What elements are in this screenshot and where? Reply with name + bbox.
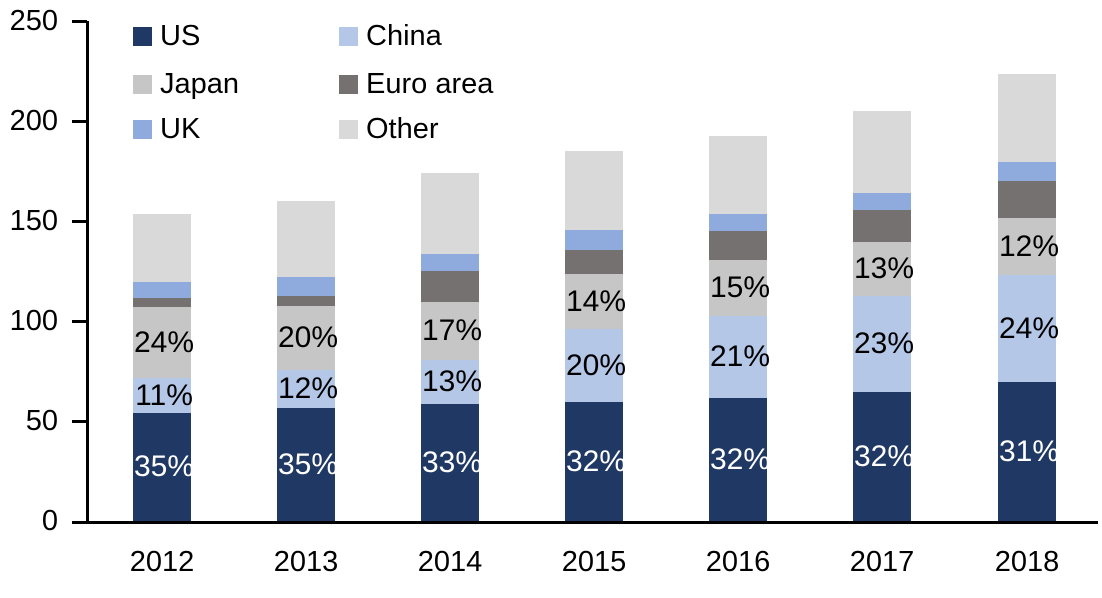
- bar-2018-label-japan: 12%: [998, 229, 1060, 263]
- x-axis-label-2014: 2014: [417, 546, 483, 578]
- y-tick-50: [72, 420, 87, 423]
- y-tick-200: [72, 120, 87, 123]
- bar-2013-segment-china: [277, 370, 335, 408]
- bar-2016-label-japan: 15%: [709, 271, 771, 304]
- legend-swatch-japan: [133, 75, 152, 94]
- legend-label-japan: Japan: [160, 68, 240, 100]
- bar-2015-segment-uk: [565, 230, 623, 250]
- bar-2017-segment-euro-area: [853, 210, 911, 242]
- bar-2018-label-us: 31%: [998, 434, 1060, 468]
- bar-2016-segment-us: [709, 398, 767, 521]
- y-axis-line: [86, 21, 89, 524]
- bar-2018-segment-china: [998, 275, 1056, 382]
- bar-2018-segment-other: [998, 74, 1056, 162]
- bar-2014-label-japan: 17%: [421, 314, 483, 347]
- bar-2012-label-japan: 24%: [133, 325, 195, 359]
- bar-2016-segment-other: [709, 136, 767, 214]
- bar-2016-segment-euro-area: [709, 231, 767, 260]
- bar-2013-segment-other: [277, 201, 335, 277]
- bar-2012-segment-other: [133, 214, 191, 282]
- legend-label-uk: UK: [160, 113, 201, 145]
- bar-2017-segment-other: [853, 111, 911, 193]
- bar-2016-segment-uk: [709, 214, 767, 231]
- bar-2013-segment-us: [277, 408, 335, 521]
- bar-2015-segment-china: [565, 329, 623, 402]
- y-tick-250: [72, 20, 87, 23]
- y-axis-label-100: 100: [9, 305, 58, 337]
- bar-2017-segment-uk: [853, 193, 911, 210]
- legend-label-euro-area: Euro area: [366, 68, 494, 100]
- legend-label-china: China: [366, 20, 442, 52]
- legend-swatch-euro-area: [339, 75, 358, 94]
- bar-2015-label-us: 32%: [565, 444, 627, 478]
- x-axis-label-2012: 2012: [129, 546, 195, 578]
- y-axis-label-0: 0: [41, 505, 58, 537]
- bar-2015-label-japan: 14%: [565, 284, 627, 318]
- bar-2017-segment-us: [853, 392, 911, 521]
- x-axis-label-2017: 2017: [849, 546, 915, 578]
- legend-label-other: Other: [366, 113, 439, 145]
- bar-2014-segment-us: [421, 404, 479, 521]
- y-axis-label-50: 50: [25, 405, 58, 437]
- y-tick-150: [72, 220, 87, 223]
- bar-2016-segment-japan: [709, 260, 767, 316]
- y-axis-label-200: 200: [9, 105, 58, 137]
- bar-2017-label-china: 23%: [853, 327, 915, 360]
- bar-2015-label-china: 20%: [565, 348, 627, 382]
- bar-2013-segment-japan: [277, 306, 335, 370]
- bar-2015-segment-japan: [565, 274, 623, 329]
- bar-2015-segment-other: [565, 151, 623, 230]
- bar-2012-segment-uk: [133, 282, 191, 298]
- y-axis-label-150: 150: [9, 205, 58, 237]
- bar-2013-segment-uk: [277, 277, 335, 296]
- bar-2012-segment-us: [133, 413, 191, 521]
- legend-swatch-us: [133, 27, 152, 46]
- bar-2012-segment-japan: [133, 307, 191, 378]
- bar-2014-segment-japan: [421, 302, 479, 360]
- bar-2014-label-china: 13%: [421, 365, 483, 398]
- bar-2017-label-japan: 13%: [853, 252, 915, 285]
- bar-2012-label-china: 11%: [135, 378, 193, 412]
- legend-label-us: US: [160, 20, 201, 52]
- bar-2016-label-china: 21%: [709, 340, 771, 373]
- bar-2014-segment-other: [421, 173, 479, 254]
- bar-2012-segment-euro-area: [133, 298, 191, 307]
- bar-2018-label-china: 24%: [998, 311, 1060, 345]
- bar-2012-label-us: 35%: [133, 450, 195, 483]
- bar-2014-segment-uk: [421, 254, 479, 271]
- bar-2015-segment-us: [565, 402, 623, 521]
- bar-2016-label-us: 32%: [709, 442, 771, 476]
- bar-2018-segment-uk: [998, 162, 1056, 181]
- y-tick-100: [72, 320, 87, 323]
- x-axis-label-2018: 2018: [994, 546, 1060, 578]
- bar-2012-segment-china: [133, 378, 191, 413]
- bar-2013-label-us: 35%: [277, 447, 339, 481]
- x-axis-label-2016: 2016: [705, 546, 771, 578]
- bar-2017-segment-china: [853, 296, 911, 392]
- y-axis-label-250: 250: [9, 5, 58, 37]
- bar-2015-segment-euro-area: [565, 250, 623, 274]
- bar-2018-segment-us: [998, 382, 1056, 521]
- legend-swatch-china: [339, 27, 358, 46]
- x-axis-label-2015: 2015: [561, 546, 627, 578]
- bar-2018-segment-euro-area: [998, 181, 1056, 218]
- x-axis-line: [72, 521, 1098, 524]
- bar-2013-label-china: 12%: [277, 372, 339, 405]
- bar-2014-label-us: 33%: [421, 445, 483, 479]
- bar-2014-segment-euro-area: [421, 271, 479, 302]
- bar-2017-segment-japan: [853, 242, 911, 296]
- x-axis-label-2013: 2013: [273, 546, 339, 578]
- legend-swatch-uk: [133, 120, 152, 139]
- bar-2013-segment-euro-area: [277, 296, 335, 306]
- legend-swatch-other: [339, 120, 358, 139]
- bar-2017-label-us: 32%: [853, 439, 915, 473]
- bar-2016-segment-china: [709, 316, 767, 398]
- bar-2018-segment-japan: [998, 218, 1056, 275]
- bar-2014-segment-china: [421, 360, 479, 404]
- bar-2013-label-japan: 20%: [277, 321, 339, 354]
